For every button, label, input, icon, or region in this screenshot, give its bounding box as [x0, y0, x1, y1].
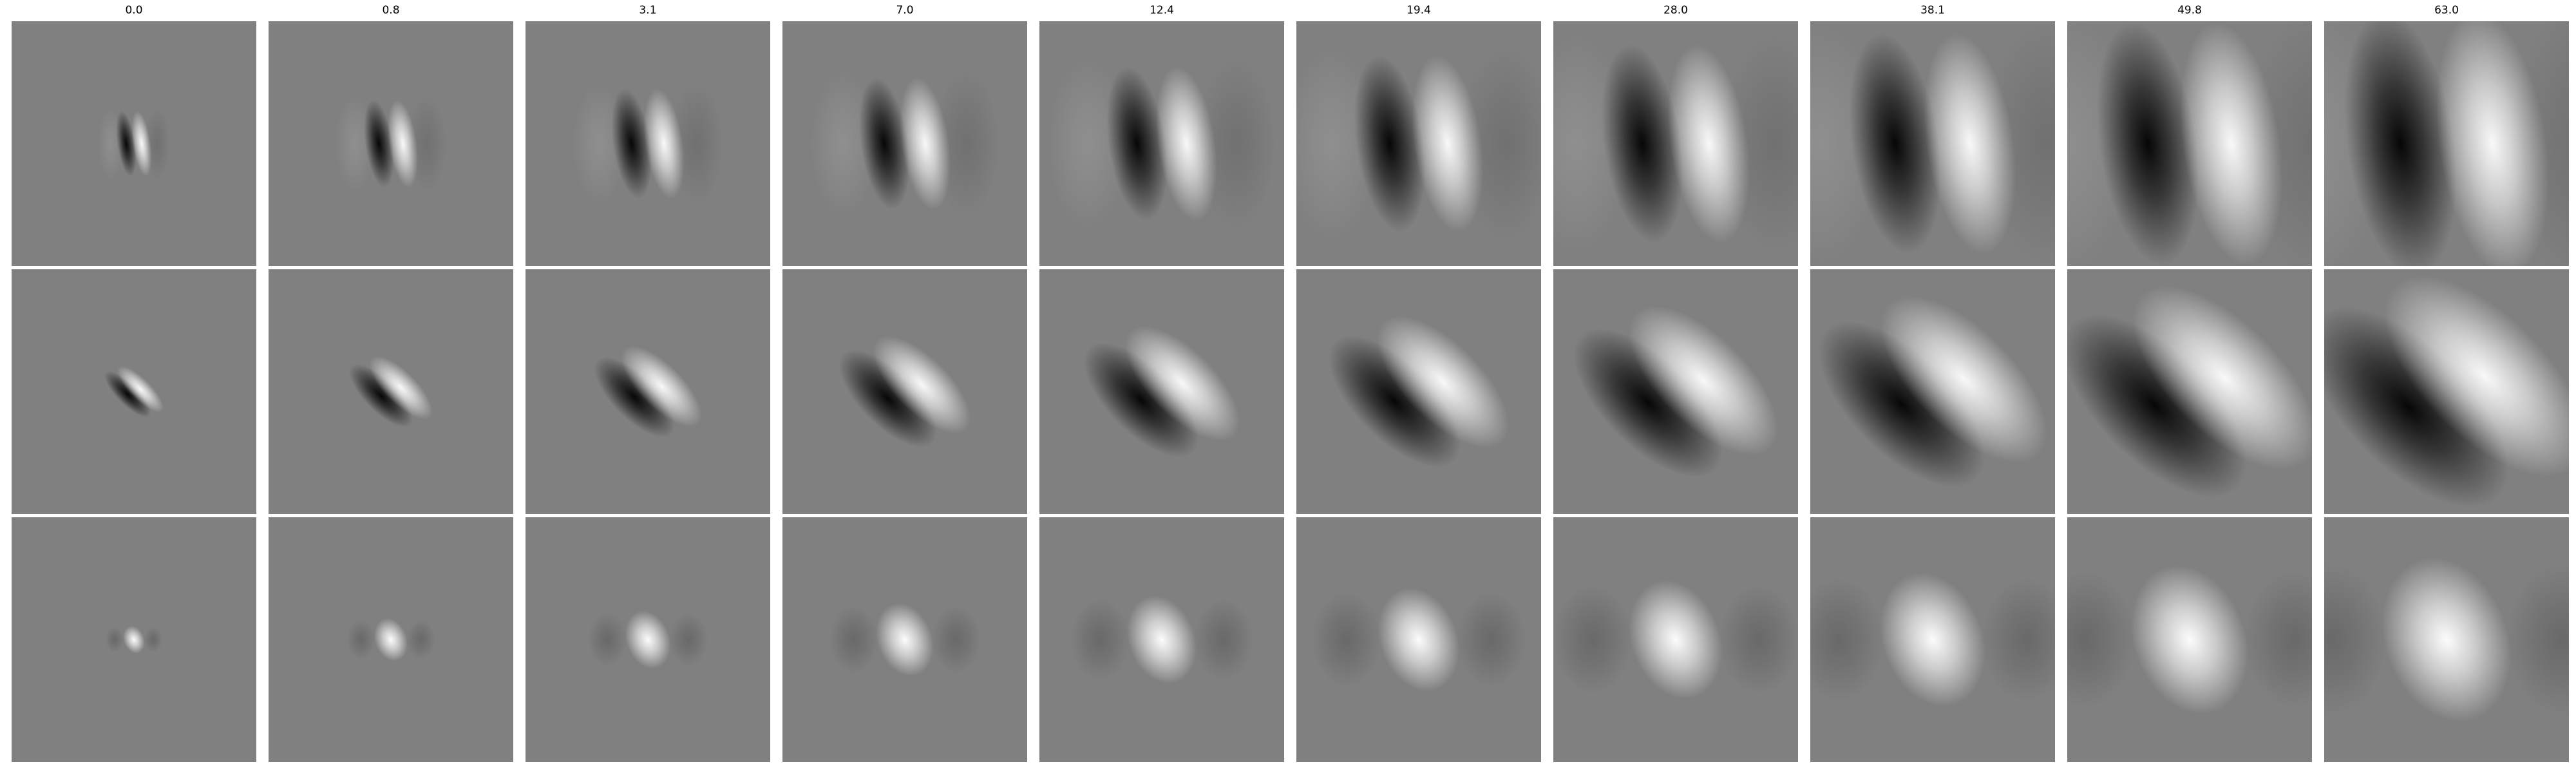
column-title-0: 0.0 — [125, 4, 143, 17]
filter-panel-r2-c2 — [526, 517, 770, 762]
column-title-3: 7.0 — [896, 4, 914, 17]
filter-panel-r0-c0 — [12, 21, 256, 266]
filter-panel-r0-c8 — [2067, 21, 2312, 266]
filter-panel-r1-c8 — [2067, 269, 2312, 514]
filter-panel-r2-c4 — [1039, 517, 1284, 762]
filter-panel-r0-c7 — [1810, 21, 2055, 266]
filter-panel-r0-c1 — [269, 21, 513, 266]
filter-panel-r1-c0 — [12, 269, 256, 514]
filter-panel-r2-c8 — [2067, 517, 2312, 762]
filter-panel-r2-c9 — [2324, 517, 2569, 762]
filter-panel-r2-c3 — [782, 517, 1027, 762]
filter-panel-r0-c2 — [526, 21, 770, 266]
column-title-9: 63.0 — [2434, 4, 2459, 17]
filter-panel-r2-c1 — [269, 517, 513, 762]
column-title-2: 3.1 — [639, 4, 657, 17]
column-title-5: 19.4 — [1406, 4, 1431, 17]
filter-panel-r1-c5 — [1296, 269, 1541, 514]
column-title-6: 28.0 — [1663, 4, 1688, 17]
filter-panel-r0-c9 — [2324, 21, 2569, 266]
filter-panel-r1-c2 — [526, 269, 770, 514]
filter-panel-r0-c5 — [1296, 21, 1541, 266]
filter-panel-r1-c4 — [1039, 269, 1284, 514]
column-title-4: 12.4 — [1150, 4, 1174, 17]
column-title-1: 0.8 — [382, 4, 400, 17]
filter-panel-r1-c9 — [2324, 269, 2569, 514]
filter-panel-r2-c6 — [1553, 517, 1798, 762]
filter-panel-r1-c7 — [1810, 269, 2055, 514]
filter-panel-r1-c1 — [269, 269, 513, 514]
filter-panel-r0-c4 — [1039, 21, 1284, 266]
filter-panel-r2-c5 — [1296, 517, 1541, 762]
filter-panel-r1-c3 — [782, 269, 1027, 514]
filter-panel-r2-c7 — [1810, 517, 2055, 762]
column-title-7: 38.1 — [1920, 4, 1945, 17]
filter-panel-r0-c3 — [782, 21, 1027, 266]
filter-panel-r1-c6 — [1553, 269, 1798, 514]
filter-panel-r2-c0 — [12, 517, 256, 762]
filter-panel-r0-c6 — [1553, 21, 1798, 266]
column-title-8: 49.8 — [2177, 4, 2202, 17]
